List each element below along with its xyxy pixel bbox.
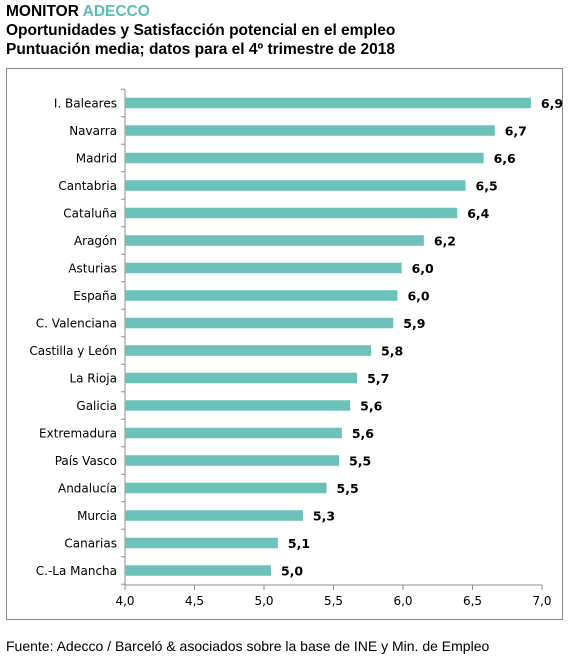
category-label: Andalucía (58, 482, 117, 496)
bar (125, 97, 531, 109)
bar (125, 510, 303, 521)
category-label: La Rioja (69, 372, 117, 386)
category-label: País Vasco (55, 454, 117, 468)
category-label: I. Baleares (54, 97, 117, 111)
bar (125, 400, 351, 411)
category-label: Madrid (76, 152, 117, 166)
data-label: 6,2 (434, 234, 456, 249)
category-label: Asturias (68, 262, 117, 276)
bar (125, 262, 402, 274)
data-label: 5,5 (349, 454, 371, 469)
bar (125, 482, 327, 494)
data-label: 6,4 (467, 206, 489, 221)
data-label: 6,5 (476, 179, 498, 194)
bar (125, 125, 495, 136)
x-tick-label: 4,0 (115, 594, 134, 608)
data-label: 5,8 (381, 344, 403, 359)
bar (125, 455, 340, 466)
chart-frame: I. Baleares 6,9 Navarra 6,7 Madrid 6,6 Cantabr… (6, 68, 563, 620)
category-label: Navarra (69, 124, 117, 138)
bar (125, 345, 372, 356)
bar (125, 537, 278, 549)
bar (125, 427, 342, 439)
bar-chart: I. Baleares 6,9 Navarra 6,7 Madrid 6,6 Cantabr… (29, 88, 563, 608)
x-tick-label: 4,5 (185, 594, 204, 608)
brand-accent: ADECCO (82, 3, 150, 20)
category-label: Cataluña (63, 207, 117, 221)
data-label: 5,3 (313, 509, 335, 524)
category-label: España (73, 289, 117, 303)
data-label: 6,0 (412, 261, 434, 276)
category-label: Cantabria (58, 179, 117, 193)
category-label: Aragón (74, 234, 117, 248)
data-label: 6,0 (407, 289, 429, 304)
category-label: Castilla y León (29, 344, 117, 358)
category-label: Murcia (77, 509, 117, 523)
bar (125, 180, 466, 191)
data-label: 5,6 (352, 426, 374, 441)
category-label: Canarias (64, 537, 117, 551)
category-label: C. Valenciana (36, 317, 117, 331)
x-tick-label: 6,0 (393, 594, 412, 608)
data-label: 6,7 (505, 124, 527, 139)
source-note: Fuente: Adecco / Barceló & asociados sob… (6, 638, 490, 654)
data-label: 5,5 (337, 481, 359, 496)
data-label: 5,1 (288, 536, 310, 551)
bar (125, 372, 358, 384)
chart-title: Oportunidades y Satisfacción potencial e… (6, 22, 396, 39)
brand: MONITOR ADECCO (6, 2, 395, 21)
data-label: 5,6 (360, 399, 382, 414)
x-tick-label: 6,5 (463, 594, 482, 608)
data-label: 5,0 (281, 564, 303, 579)
bar (125, 290, 398, 301)
bar (125, 152, 484, 164)
x-tick-label: 5,5 (324, 594, 343, 608)
x-tick-label: 5,0 (254, 594, 273, 608)
bar (125, 235, 424, 246)
category-label: C.-La Mancha (36, 564, 117, 578)
data-label: 5,9 (403, 316, 425, 331)
category-label: Galicia (76, 399, 117, 413)
chart-subtitle: Puntuación media; datos para el 4º trime… (6, 41, 395, 58)
data-label: 6,6 (494, 151, 516, 166)
data-label: 6,9 (541, 96, 563, 111)
brand-main: MONITOR (6, 3, 79, 20)
category-label: Extremadura (39, 427, 117, 441)
data-label: 5,7 (367, 371, 389, 386)
bar (125, 317, 394, 329)
header: MONITOR ADECCO Oportunidades y Satisfacc… (6, 2, 395, 59)
bar (125, 207, 458, 219)
x-tick-label: 7,0 (532, 594, 551, 608)
bar (125, 565, 271, 576)
